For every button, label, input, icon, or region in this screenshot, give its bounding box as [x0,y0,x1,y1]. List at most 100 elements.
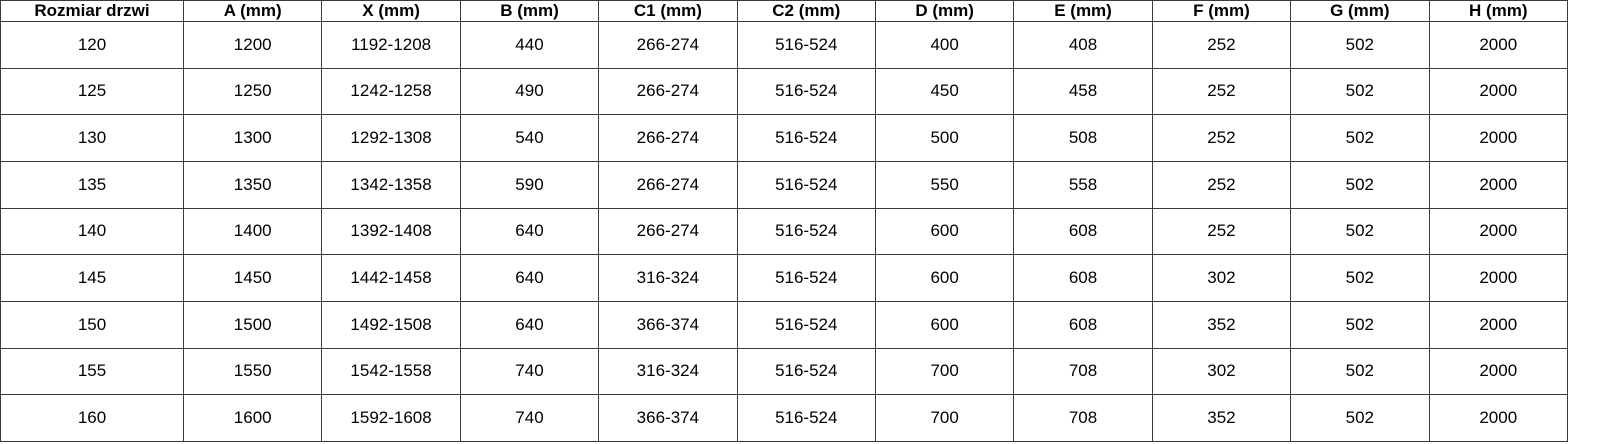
table-cell: 2000 [1428,207,1569,256]
table-cell: 1442-1458 [321,254,461,302]
table-cell: 608 [1013,300,1153,349]
table-cell: 1400 [182,207,323,256]
table-cell: 608 [1013,207,1153,256]
table-cell: 1292-1308 [321,114,461,162]
table-cell: 740 [459,347,600,396]
table-cell: 1192-1208 [321,21,461,69]
table-cell: 266-274 [598,21,738,69]
table-cell: 316-324 [598,347,738,396]
column-header: E (mm) [1013,0,1153,22]
table-cell: 316-324 [598,254,738,302]
table-cell: 125 [0,67,184,116]
table-cell: 302 [1151,254,1292,302]
table-cell: 366-374 [598,300,738,349]
table-cell: 252 [1151,160,1292,209]
table-cell: 252 [1151,67,1292,116]
table-row: 160 1600 1592-1608 740 366-374 516-524 700 708 3… [0,394,1569,442]
table-cell: 516-524 [736,300,876,349]
column-header: F (mm) [1151,0,1292,22]
table-cell: 508 [1013,114,1153,162]
table-cell: 502 [1290,114,1430,162]
table-cell: 640 [459,207,600,256]
table-cell: 708 [1013,394,1153,442]
table-cell: 458 [1013,67,1153,116]
table-cell: 516-524 [736,21,876,69]
table-cell: 516-524 [736,254,876,302]
table-cell: 252 [1151,207,1292,256]
table-cell: 1550 [182,347,323,396]
table-cell: 2000 [1428,300,1569,349]
table-cell: 2000 [1428,67,1569,116]
table-cell: 302 [1151,347,1292,396]
table-cell: 2000 [1428,254,1569,302]
table-cell: 266-274 [598,160,738,209]
table-row: 120 1200 1192-1208 440 266-274 516-524 400 408 2… [0,21,1569,69]
table-cell: 2000 [1428,347,1569,396]
table-row: 145 1450 1442-1458 640 316-324 516-524 600 608 3… [0,254,1569,302]
table-cell: 400 [874,21,1015,69]
table-cell: 590 [459,160,600,209]
table-cell: 502 [1290,254,1430,302]
table-cell: 266-274 [598,67,738,116]
table-row: 150 1500 1492-1508 640 366-374 516-524 600 608 3… [0,300,1569,349]
table-cell: 150 [0,300,184,349]
table-cell: 1450 [182,254,323,302]
column-header: H (mm) [1428,0,1569,22]
table-cell: 600 [874,207,1015,256]
table-cell: 160 [0,394,184,442]
table-cell: 1500 [182,300,323,349]
table-cell: 2000 [1428,394,1569,442]
table-cell: 502 [1290,207,1430,256]
table-cell: 140 [0,207,184,256]
table-cell: 516-524 [736,160,876,209]
table-row: 140 1400 1392-1408 640 266-274 516-524 600 608 2… [0,207,1569,256]
table-cell: 1542-1558 [321,347,461,396]
table-cell: 1392-1408 [321,207,461,256]
table-cell: 640 [459,254,600,302]
table-cell: 1300 [182,114,323,162]
table-cell: 352 [1151,300,1292,349]
table-cell: 266-274 [598,114,738,162]
table-cell: 490 [459,67,600,116]
table-cell: 450 [874,67,1015,116]
table-cell: 1200 [182,21,323,69]
table-cell: 366-374 [598,394,738,442]
column-header: C1 (mm) [598,0,738,22]
column-header: A (mm) [182,0,323,22]
table-cell: 252 [1151,21,1292,69]
table-cell: 700 [874,347,1015,396]
table-cell: 252 [1151,114,1292,162]
table-cell: 145 [0,254,184,302]
table-cell: 600 [874,254,1015,302]
table-cell: 516-524 [736,67,876,116]
table-cell: 550 [874,160,1015,209]
table-cell: 540 [459,114,600,162]
table-cell: 600 [874,300,1015,349]
table-cell: 2000 [1428,160,1569,209]
table-cell: 516-524 [736,114,876,162]
table-cell: 740 [459,394,600,442]
table-cell: 130 [0,114,184,162]
table-row: 130 1300 1292-1308 540 266-274 516-524 500 508 2… [0,114,1569,162]
table-cell: 1350 [182,160,323,209]
table-header-row: Rozmiar drzwi A (mm) X (mm) B (mm) C1 (mm) C2… [0,0,1569,22]
table-row: 135 1350 1342-1358 590 266-274 516-524 550 558 2… [0,160,1569,209]
table-cell: 2000 [1428,114,1569,162]
table-cell: 502 [1290,300,1430,349]
table-cell: 500 [874,114,1015,162]
column-header: G (mm) [1290,0,1430,22]
column-header: C2 (mm) [736,0,876,22]
table-cell: 408 [1013,21,1153,69]
table-cell: 2000 [1428,21,1569,69]
table-cell: 608 [1013,254,1153,302]
table-cell: 516-524 [736,394,876,442]
table-cell: 502 [1290,67,1430,116]
table-cell: 120 [0,21,184,69]
table-cell: 155 [0,347,184,396]
table-cell: 1492-1508 [321,300,461,349]
column-header: X (mm) [321,0,461,22]
table-cell: 502 [1290,347,1430,396]
table-cell: 516-524 [736,207,876,256]
column-header: D (mm) [874,0,1015,22]
column-header: B (mm) [459,0,600,22]
